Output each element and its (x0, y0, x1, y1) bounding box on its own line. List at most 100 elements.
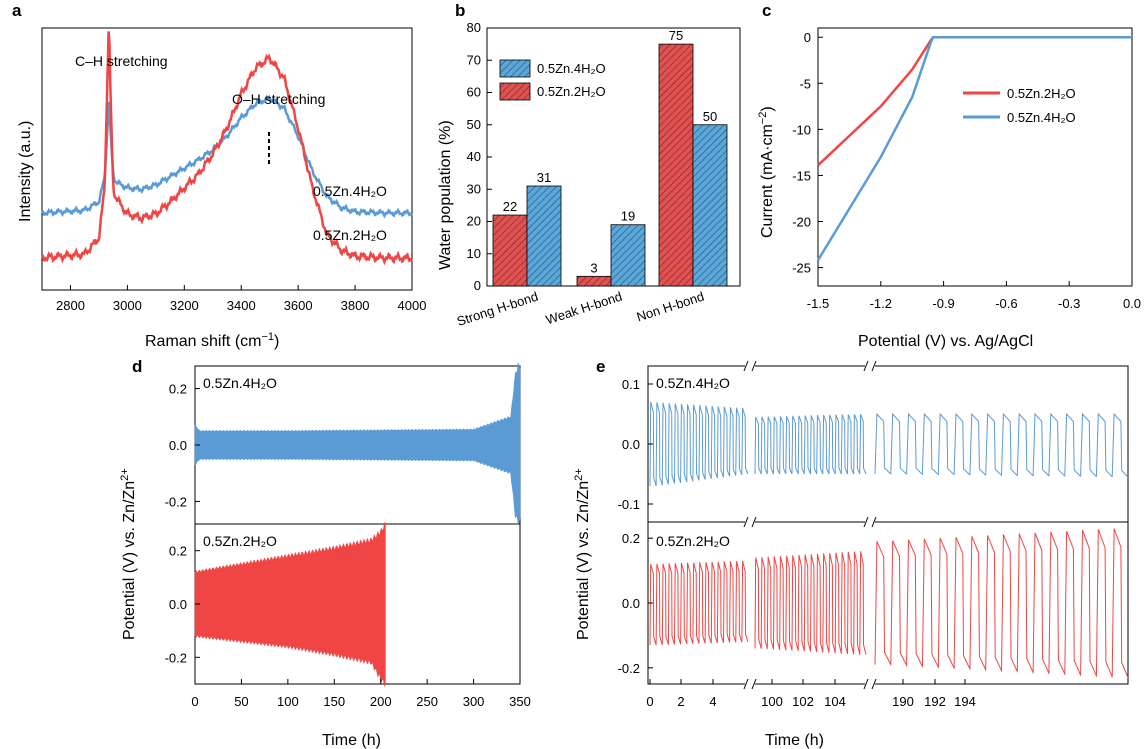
b-ytick-label: 10 (467, 246, 481, 261)
b-ytick-label: 40 (467, 149, 481, 164)
c-series-line (816, 35, 1132, 261)
e-cycling-trace (649, 401, 749, 487)
legend-swatch-4h2o (499, 59, 531, 78)
b-bar-value-label: 3 (590, 260, 597, 275)
panel-c-ylabel: Current (mA·cm−2) (757, 106, 776, 238)
e-break-slash (751, 516, 757, 528)
e-break-slash (863, 678, 869, 690)
e-break-gap (865, 362, 875, 370)
panel-d-top-series (194, 362, 521, 525)
b-ytick-label: 60 (467, 85, 481, 100)
panel-d-ylabel-sup: 2+ (119, 468, 131, 481)
e-cycling-trace (754, 551, 867, 655)
b-bar (692, 124, 728, 287)
c-xtick-label: -0.9 (932, 296, 954, 311)
panel-a-raman-chart: 2800 3000 3200 3400 3600 3800 4000 C–H stretch… (17, 27, 426, 350)
panel-b-bar-chart: 0 10 20 30 40 50 60 70 80 22 31 3 19 75 50 Strong H-b… (437, 20, 741, 329)
e-ytick-label: 0.0 (622, 437, 640, 452)
d-xtick-label: 350 (509, 694, 531, 709)
panel-b-bars: 22 31 3 19 75 50 (492, 28, 728, 287)
legend-label-4h2o: 0.5Zn.4H₂O (537, 61, 606, 76)
e-break-gap (745, 680, 755, 688)
b-bar-value-label: 19 (621, 209, 635, 224)
d-ytick-label: -0.2 (165, 494, 187, 509)
panel-letter-e: e (596, 357, 605, 376)
e-break-slash (871, 678, 877, 690)
panel-a-xticks: 2800 3000 3200 3400 3600 3800 4000 (56, 285, 426, 313)
a-xtick-label: 2800 (56, 298, 85, 313)
d-xtick-label: 100 (277, 694, 299, 709)
e-break-slash (743, 360, 749, 372)
b-bar (492, 214, 528, 287)
b-ytick-label: 70 (467, 52, 481, 67)
panel-e-ylabel-sup: 2+ (573, 468, 585, 481)
legend-label-2h2o: 0.5Zn.2H₂O (537, 84, 606, 99)
e-xtick-label: 0 (646, 694, 653, 709)
b-ytick-label: 0 (474, 278, 481, 293)
e-break-slash (871, 360, 877, 372)
e-break-gap (745, 362, 755, 370)
panel-d-xlabel: Time (h) (322, 732, 381, 749)
panel-d-ylabel: Potential (V) vs. Zn/Zn2+ (119, 468, 138, 640)
b-bar (576, 275, 612, 287)
e-break-slash (751, 360, 757, 372)
panel-d-ticks: 0.2 0.0 -0.2 0.2 0.0 -0.2 0 50 100 150 200 250 300 35… (165, 382, 531, 709)
panel-b-ylabel: Water population (%) (437, 120, 454, 270)
e-xtick-label: 100 (761, 694, 783, 709)
c-ytick-label: -5 (799, 76, 811, 91)
panel-c-ylabel-sup: −2 (757, 112, 769, 125)
c-ytick-label: -10 (792, 122, 811, 137)
b-bar (526, 185, 562, 287)
c-ytick-label: -25 (792, 261, 811, 276)
e-break-slash (863, 516, 869, 528)
panel-c-series (816, 35, 1132, 261)
a-xtick-label: 3800 (341, 298, 370, 313)
panel-a-series (41, 31, 413, 266)
series-label-4h2o: 0.5Zn.4H₂O (313, 183, 387, 199)
d-xtick-label: 250 (416, 694, 438, 709)
panel-c-xlabel: Potential (V) vs. Ag/AgCl (858, 333, 1033, 350)
a-xtick-label: 3200 (170, 298, 199, 313)
annotation-ch-stretching: C–H stretching (75, 53, 168, 69)
panel-a-xlabel-sup: −1 (261, 331, 274, 343)
panel-b-category-labels: Strong H-bond Weak H-bond Non H-bond (455, 289, 706, 329)
panel-e-xlabel: Time (h) (765, 732, 824, 749)
e-xtick-label: 190 (892, 694, 914, 709)
d-xtick-label: 300 (463, 694, 485, 709)
panel-c-ylabel-main: Current (mA·cm (759, 124, 776, 238)
annotation-oh-stretching: O–H stretching (232, 91, 325, 107)
b-bar-value-label: 31 (537, 170, 551, 185)
b-bar-value-label: 50 (703, 109, 717, 124)
e-break-slash (863, 360, 869, 372)
panel-d-bottom-label: 0.5Zn.2H₂O (203, 533, 277, 549)
panel-c-legend: 0.5Zn.2H₂O 0.5Zn.4H₂O (963, 86, 1076, 125)
e-break-slash (743, 678, 749, 690)
b-ytick-label: 30 (467, 181, 481, 196)
e-ytick-label: 0.1 (622, 377, 640, 392)
c-xtick-label: -0.3 (1058, 296, 1080, 311)
e-xtick-label: 104 (824, 694, 846, 709)
e-xtick-label: 2 (677, 694, 684, 709)
c-xtick-label: 0.0 (1123, 296, 1141, 311)
e-break-gap (865, 680, 875, 688)
a-xtick-label: 3000 (113, 298, 142, 313)
panel-d-ylabel-main: Potential (V) vs. Zn/Zn (121, 481, 138, 640)
c-ytick-label: 0 (804, 30, 811, 45)
b-ytick-label: 50 (467, 117, 481, 132)
e-ytick-label: 0.2 (622, 531, 640, 546)
b-ytick-label: 80 (467, 20, 481, 35)
panel-c-lsv-chart: -1.5 -1.2 -0.9 -0.6 -0.3 0.0 0 -5 -10 -15 -20 -25 0… (757, 27, 1141, 350)
panel-a-ylabel: Intensity (a.u.) (17, 121, 34, 222)
legend-label-c-4h2o: 0.5Zn.4H₂O (1007, 110, 1076, 125)
d-xtick-label: 150 (323, 694, 345, 709)
d-ytick-label: -0.2 (165, 650, 187, 665)
panel-c-ylabel-end: ) (759, 106, 776, 111)
d-ytick-label: 0.2 (169, 382, 187, 397)
e-cycling-trace (874, 528, 1129, 678)
panel-a-frame (41, 27, 413, 291)
b-category-label: Non H-bond (635, 289, 706, 325)
d-xtick-label: 50 (234, 694, 248, 709)
panel-e-top-label: 0.5Zn.4H₂O (656, 375, 730, 391)
panel-a-xlabel: Raman shift (cm−1) (145, 331, 279, 350)
